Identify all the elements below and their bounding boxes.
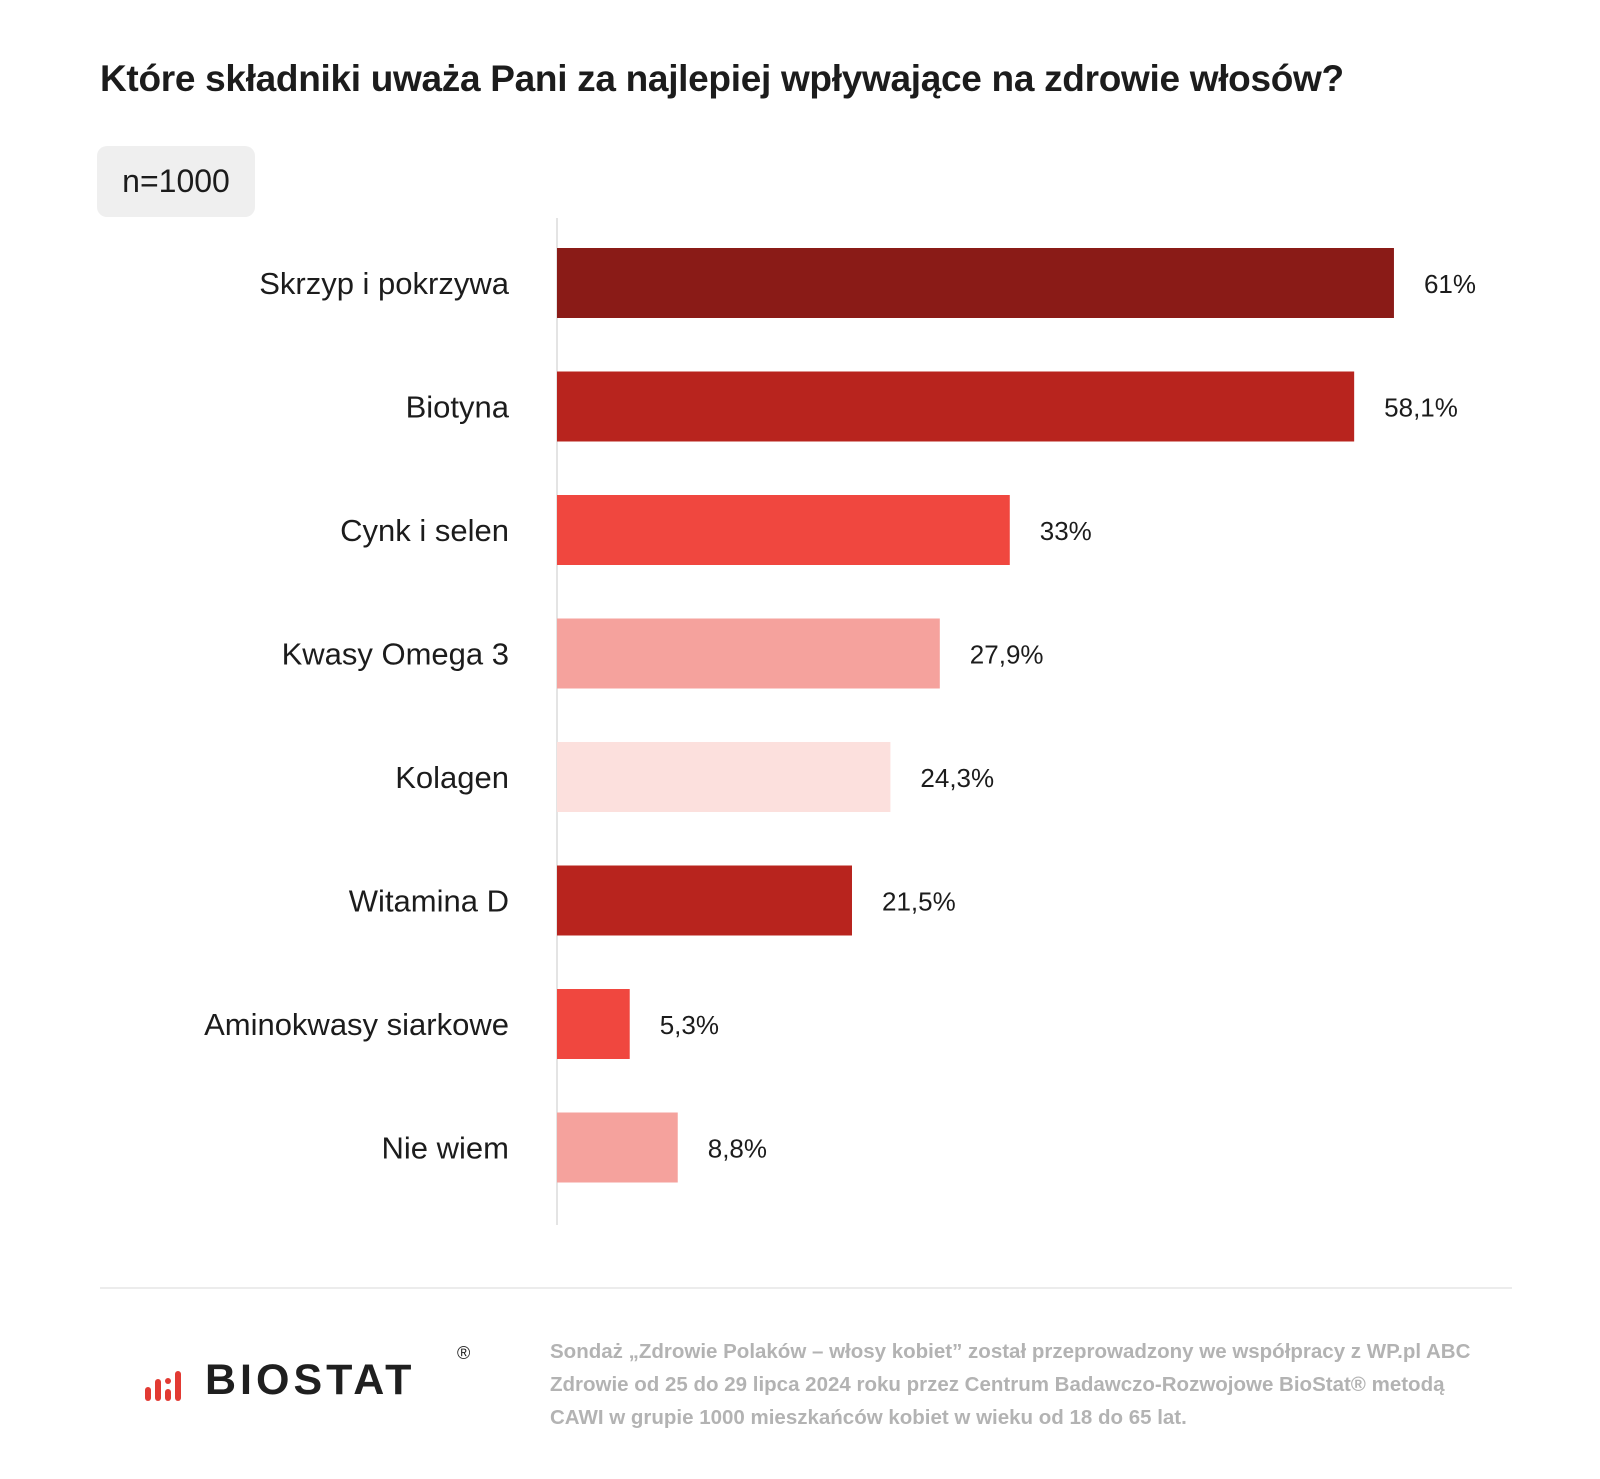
logo-wordmark: BIOSTAT xyxy=(205,1356,416,1404)
value-label: 27,9% xyxy=(970,640,1044,670)
footer-divider xyxy=(100,1287,1512,1289)
value-label: 21,5% xyxy=(882,887,956,917)
value-label: 5,3% xyxy=(660,1010,719,1040)
value-label: 8,8% xyxy=(708,1134,767,1164)
category-label: Skrzyp i pokrzywa xyxy=(259,266,510,301)
value-label: 33% xyxy=(1040,516,1092,546)
sample-size-badge: n=1000 xyxy=(97,146,255,217)
category-label: Kwasy Omega 3 xyxy=(282,637,509,672)
bar xyxy=(557,371,1355,442)
bar xyxy=(557,865,852,936)
bar xyxy=(557,495,1010,565)
bar xyxy=(557,1112,678,1183)
category-label: Biotyna xyxy=(406,390,510,425)
bar xyxy=(557,742,891,812)
category-label: Aminokwasy siarkowe xyxy=(204,1007,509,1042)
bar xyxy=(557,989,630,1059)
bar xyxy=(557,618,940,689)
category-label: Kolagen xyxy=(395,760,509,795)
category-label: Nie wiem xyxy=(382,1131,509,1166)
bar-chart: Skrzyp i pokrzywa 61% Biotyna 58,1% Cynk i s… xyxy=(204,218,1476,1225)
value-label: 61% xyxy=(1424,269,1476,299)
value-label: 58,1% xyxy=(1384,393,1458,423)
survey-footnote: Sondaż „Zdrowie Polaków – włosy kobiet” … xyxy=(550,1340,1471,1429)
category-label: Witamina D xyxy=(349,884,509,919)
bar xyxy=(557,248,1394,318)
chart-title: Które składniki uważa Pani za najlepiej … xyxy=(100,58,1344,99)
logo-bars-icon xyxy=(145,1361,189,1401)
value-label: 24,3% xyxy=(920,763,994,793)
logo-registered-mark: ® xyxy=(457,1343,471,1363)
category-label: Cynk i selen xyxy=(340,513,509,548)
